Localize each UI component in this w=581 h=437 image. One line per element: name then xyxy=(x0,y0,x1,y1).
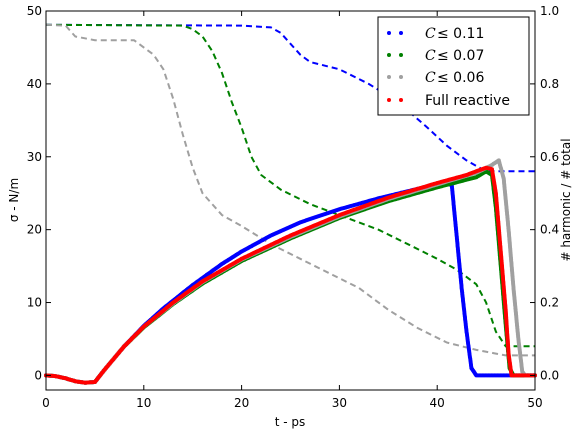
x-axis-label: t - ps xyxy=(275,415,306,429)
legend-label-1: ≤ 0.07 xyxy=(437,48,484,64)
series-line-4 xyxy=(45,23,535,173)
legend-marker-2b xyxy=(399,75,403,79)
plot-frame xyxy=(45,10,536,391)
legend-marker-0 xyxy=(387,31,391,35)
legend-entry-2: C ≤ 0.06 xyxy=(387,70,484,86)
ticks-layer: 0 10 20 30 40 50 0 10 20 30 40 50 0.0 0.2 0.4 0.6 0.8 1.0 xyxy=(27,4,559,410)
y-right-tick-label-4: 0.8 xyxy=(540,77,559,91)
legend-marker-2 xyxy=(387,75,391,79)
y-tick-label-5: 50 xyxy=(27,4,42,18)
y-right-tick-label-0: 0.0 xyxy=(540,368,559,382)
x-tick-label-4: 40 xyxy=(430,396,445,410)
legend-symbol-2: C xyxy=(425,70,436,86)
y-tick-label-4: 40 xyxy=(27,77,42,91)
y-right-tick-label-3: 0.6 xyxy=(540,150,559,164)
series-line-6 xyxy=(45,23,535,357)
series-layer xyxy=(44,23,537,385)
legend-label-2: ≤ 0.06 xyxy=(437,70,484,86)
legend-box xyxy=(377,16,530,116)
x-tick-label-5: 50 xyxy=(527,396,542,410)
x-tick-label-1: 10 xyxy=(136,396,151,410)
legend-entry-1: C ≤ 0.07 xyxy=(387,48,484,64)
y-right-tick-label-2: 0.4 xyxy=(540,223,559,237)
legend-marker-1 xyxy=(387,53,391,57)
legend-label-0: ≤ 0.11 xyxy=(437,26,484,42)
y-tick-label-2: 20 xyxy=(27,223,42,237)
y-tick-label-3: 30 xyxy=(27,150,42,164)
x-tick-label-3: 30 xyxy=(332,396,347,410)
legend-marker-3 xyxy=(387,98,391,102)
y-right-tick-label-1: 0.2 xyxy=(540,296,559,310)
series-dots-3 xyxy=(44,165,537,385)
legend-label-3: Full reactive xyxy=(425,93,510,109)
series-line-5 xyxy=(45,23,535,348)
x-tick-label-2: 20 xyxy=(234,396,249,410)
legend-symbol-1: C xyxy=(425,48,436,64)
y-axis-label: σ - N/m xyxy=(7,178,21,222)
legend-entry-0: C ≤ 0.11 xyxy=(387,26,484,42)
legend: C ≤ 0.11 C ≤ 0.07 C ≤ 0.06 Full reactive xyxy=(377,16,530,116)
y-tick-label-1: 10 xyxy=(27,296,42,310)
legend-marker-1b xyxy=(399,53,403,57)
legend-marker-3b xyxy=(399,98,403,102)
y-right-tick-label-5: 1.0 xyxy=(540,4,559,18)
x-tick-label-0: 0 xyxy=(42,396,50,410)
y-axis-right-label: # harmonic / # total xyxy=(559,138,573,261)
legend-symbol-0: C xyxy=(425,26,436,42)
legend-entry-3: Full reactive xyxy=(387,93,510,109)
legend-marker-0b xyxy=(399,31,403,35)
y-tick-label-0: 0 xyxy=(34,368,42,382)
